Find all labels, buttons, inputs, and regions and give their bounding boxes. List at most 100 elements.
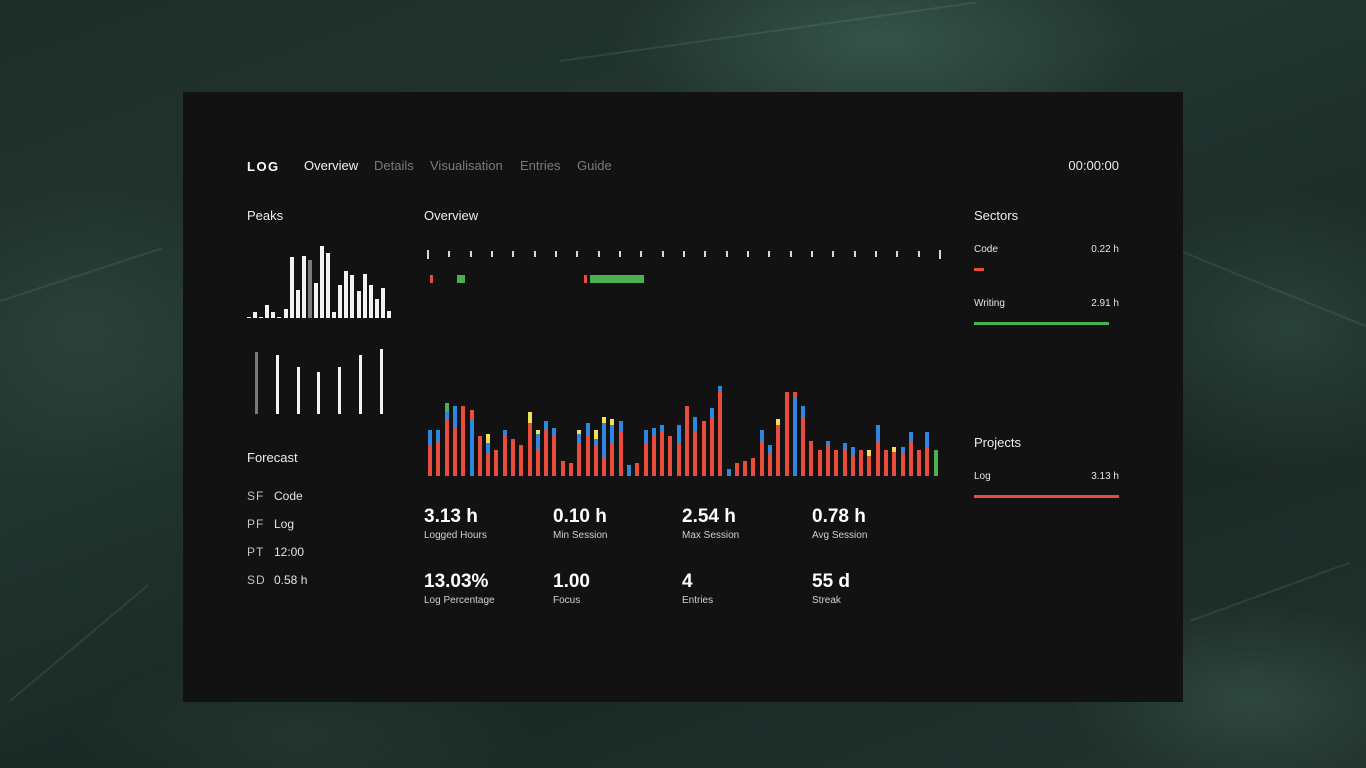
daily-bar-segment — [486, 434, 490, 443]
forecast-key: PT — [247, 545, 265, 559]
peak-hour-bar — [283, 309, 288, 318]
peak-day-bar — [379, 349, 383, 414]
daily-bar-segment — [925, 432, 930, 448]
stat-value: 55 d — [812, 571, 851, 592]
daily-bar-segment — [825, 440, 830, 446]
peak-day-bar — [317, 372, 321, 414]
daily-bar-segment — [452, 405, 457, 428]
peak-hour-bar — [271, 312, 276, 318]
hour-tick — [768, 251, 771, 257]
hour-tick — [811, 251, 813, 257]
daily-bar-segment — [585, 423, 590, 437]
log-app-window: LOG Overview Details Visualisation Entri… — [183, 92, 1183, 702]
daily-bar-segment — [709, 416, 714, 476]
daily-bar-segment — [660, 432, 665, 476]
hour-tick — [917, 251, 920, 257]
peak-hour-bar — [320, 245, 324, 318]
weekday-peaks-chart — [247, 342, 393, 414]
nav-guide-tab[interactable]: Guide — [577, 158, 612, 173]
daily-bar-segment — [593, 438, 598, 446]
daily-bar-segment — [842, 443, 847, 450]
daily-bar-segment — [627, 465, 631, 476]
daily-hours-chart — [427, 385, 941, 476]
daily-bar-segment — [544, 429, 549, 476]
daily-bar-segment — [676, 425, 681, 443]
daily-bar-segment — [643, 443, 648, 476]
peak-hour-bar — [386, 310, 391, 318]
forecast-value: 0.58 h — [274, 573, 308, 587]
stat-label: Min Session — [553, 530, 608, 541]
stat-focus: 1.00 Focus — [553, 571, 679, 606]
sectors-title: Sectors — [974, 208, 1019, 223]
sector-name: Code — [974, 244, 998, 255]
daily-bar-segment — [676, 443, 681, 476]
daily-bar-segment — [610, 425, 615, 443]
forecast-project-row: PF Log — [247, 517, 294, 531]
daily-bar-segment — [452, 427, 457, 476]
today-timeline — [427, 275, 941, 285]
hour-tick — [661, 251, 664, 257]
daily-bar-segment — [784, 392, 789, 476]
daily-bar-segment — [643, 429, 648, 443]
daily-bar-segment — [900, 454, 905, 476]
peak-hour-bar — [374, 298, 379, 318]
daily-bar-segment — [908, 440, 913, 476]
daily-bar-segment — [461, 405, 466, 476]
sector-hours: 0.22 h — [1091, 244, 1119, 255]
hour-tick — [875, 251, 877, 257]
sector-item-code[interactable]: Code 0.22 h — [974, 244, 1119, 271]
daily-bar-segment — [651, 436, 656, 476]
nav-visualisation-tab[interactable]: Visualisation — [430, 158, 503, 173]
hour-tick — [683, 251, 685, 257]
stat-logged-hours: 3.13 h Logged Hours — [424, 506, 550, 541]
hour-tick — [747, 251, 749, 257]
nav-details-tab[interactable]: Details — [374, 158, 414, 173]
stat-label: Focus — [553, 595, 581, 606]
project-item-log[interactable]: Log 3.13 h — [974, 471, 1119, 498]
daily-bar-segment — [817, 449, 822, 476]
nav-overview-tab[interactable]: Overview — [304, 158, 359, 173]
hour-tick — [832, 251, 835, 257]
daily-bar-segment — [602, 458, 607, 476]
daily-bar-segment — [486, 454, 490, 476]
hour-tick — [619, 251, 621, 257]
session-timer[interactable]: 00:00:00 — [1068, 158, 1119, 173]
stat-log-percentage: 13.03% Log Percentage — [424, 571, 550, 606]
nav-entries-tab[interactable]: Entries — [520, 158, 561, 173]
sector-hours: 2.91 h — [1091, 298, 1119, 309]
hour-tick — [896, 251, 899, 257]
daily-bar-segment — [792, 392, 797, 397]
stat-max-session: 2.54 h Max Session — [682, 506, 808, 541]
daily-bar-segment — [668, 436, 673, 476]
project-bar — [974, 495, 1119, 498]
daily-bar-segment — [519, 445, 524, 476]
sector-bar — [974, 268, 985, 271]
peak-hour-bar — [301, 255, 306, 318]
daily-bar-segment — [436, 429, 441, 441]
peak-hour-bar — [313, 282, 318, 318]
daily-bar-segment — [444, 412, 449, 419]
project-hours: 3.13 h — [1091, 471, 1119, 482]
stat-value: 4 — [682, 571, 693, 592]
daily-bar-segment — [577, 434, 582, 443]
forecast-sector-row: SF Code — [247, 489, 303, 503]
daily-bar-segment — [602, 423, 607, 459]
stat-label: Streak — [812, 595, 841, 606]
sector-item-writing[interactable]: Writing 2.91 h — [974, 298, 1119, 325]
daily-bar-segment — [867, 449, 872, 457]
daily-bar-segment — [908, 432, 913, 441]
daily-bar-segment — [469, 418, 474, 476]
hour-tick — [533, 251, 536, 257]
daily-bar-segment — [494, 449, 499, 476]
daily-bar-segment — [792, 396, 797, 476]
peak-hour-bar — [253, 312, 258, 318]
daily-bar-segment — [751, 458, 756, 476]
daily-bar-segment — [535, 449, 540, 476]
daily-bar-segment — [842, 449, 847, 476]
hour-tick — [469, 251, 472, 257]
daily-bar-segment — [568, 462, 573, 476]
daily-bar-segment — [610, 443, 615, 476]
peaks-title: Peaks — [247, 208, 284, 223]
daily-bar-segment — [875, 440, 880, 476]
projects-title: Projects — [974, 435, 1021, 450]
